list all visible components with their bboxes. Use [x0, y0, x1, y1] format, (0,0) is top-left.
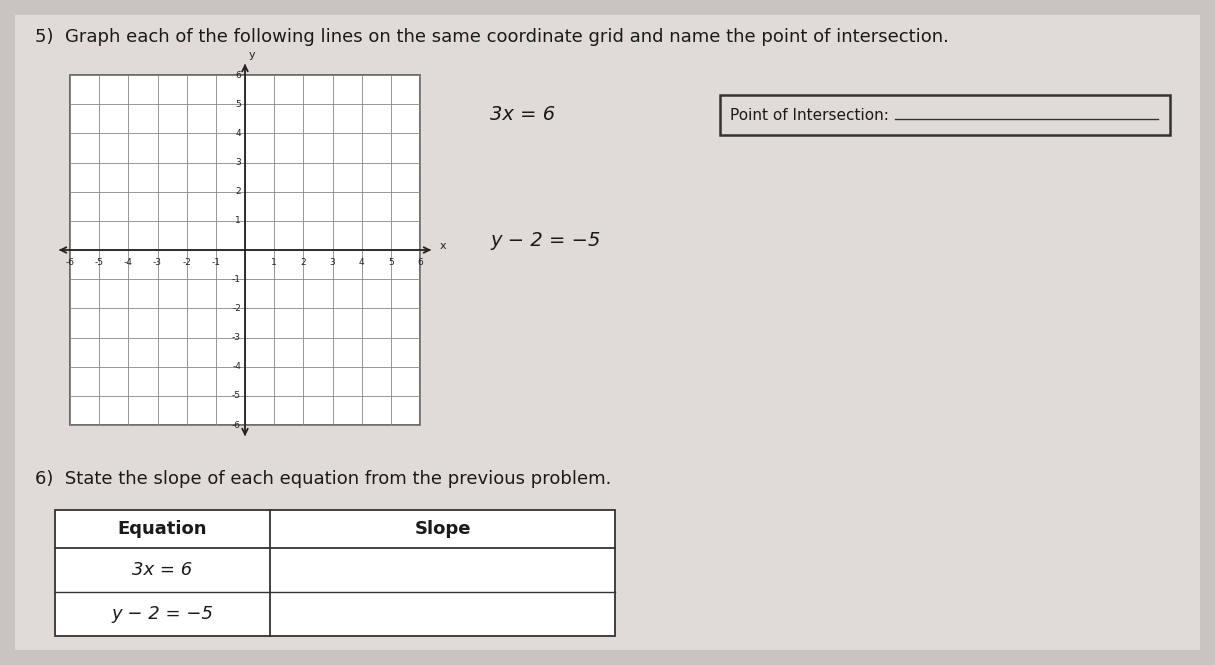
- Text: 6)  State the slope of each equation from the previous problem.: 6) State the slope of each equation from…: [35, 470, 611, 488]
- Text: x: x: [440, 241, 447, 251]
- Text: -1: -1: [211, 258, 220, 267]
- Text: Point of Intersection:: Point of Intersection:: [730, 108, 889, 122]
- Bar: [70, 75, 420, 425]
- Text: -2: -2: [182, 258, 191, 267]
- Text: 5)  Graph each of the following lines on the same coordinate grid and name the p: 5) Graph each of the following lines on …: [35, 28, 949, 46]
- Bar: [55, 510, 615, 636]
- Text: 4: 4: [236, 129, 241, 138]
- Text: -5: -5: [232, 391, 241, 400]
- Text: -3: -3: [153, 258, 162, 267]
- Text: 3: 3: [236, 158, 241, 167]
- Text: 3x = 6: 3x = 6: [490, 106, 555, 124]
- Text: 5: 5: [236, 100, 241, 108]
- Text: y: y: [249, 50, 255, 60]
- Text: 6: 6: [417, 258, 423, 267]
- Text: Equation: Equation: [118, 520, 208, 538]
- Text: 6: 6: [236, 70, 241, 80]
- Text: y − 2 = −5: y − 2 = −5: [112, 605, 214, 623]
- Text: -4: -4: [232, 362, 241, 371]
- Text: 1: 1: [271, 258, 277, 267]
- Text: 3: 3: [329, 258, 335, 267]
- Text: 1: 1: [236, 216, 241, 225]
- Text: 4: 4: [358, 258, 364, 267]
- Text: -5: -5: [95, 258, 103, 267]
- Text: 2: 2: [236, 187, 241, 196]
- Text: 3x = 6: 3x = 6: [132, 561, 193, 579]
- Text: -4: -4: [124, 258, 132, 267]
- Text: 5: 5: [388, 258, 394, 267]
- Text: -6: -6: [232, 420, 241, 430]
- Bar: [720, 95, 1170, 135]
- Text: -3: -3: [232, 333, 241, 342]
- Text: Slope: Slope: [414, 520, 470, 538]
- Text: -2: -2: [232, 304, 241, 313]
- Text: y − 2 = −5: y − 2 = −5: [490, 231, 600, 249]
- Text: 2: 2: [300, 258, 306, 267]
- Text: -6: -6: [66, 258, 74, 267]
- Text: -1: -1: [232, 275, 241, 284]
